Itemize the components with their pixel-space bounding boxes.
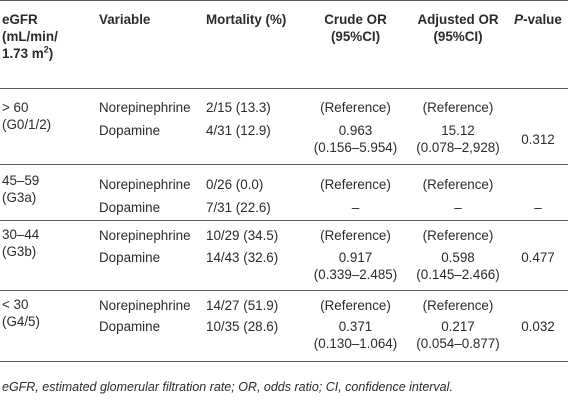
row-variable: Dopamine [99, 250, 161, 265]
row-variable: Norepinephrine [99, 100, 191, 115]
row-adjusted-or: (Reference) [422, 228, 494, 243]
row-mortality: 10/29 (34.5) [206, 228, 279, 243]
row-adjusted-or: (Reference) [422, 100, 494, 115]
header-crude-or: Crude OR (95%CI) [324, 12, 387, 44]
row-p-value: 0.477 [521, 250, 555, 265]
row-mortality: 2/15 (13.3) [206, 100, 271, 115]
group-egfr-label: 45–59 (G3a) [2, 173, 40, 205]
row-mortality: 10/35 (28.6) [206, 319, 279, 334]
header-variable: Variable [99, 12, 151, 27]
row-adjusted-or: 0.598 (0.145–2.466) [416, 250, 500, 282]
top-rule [0, 0, 568, 1]
group-egfr-label: 30–44 (G3b) [2, 227, 40, 259]
row-crude-or: (Reference) [320, 228, 391, 243]
row-mortality: 0/26 (0.0) [206, 177, 264, 192]
group-rule [0, 164, 568, 165]
row-crude-or: – [351, 200, 360, 215]
row-p-value: – [534, 200, 542, 215]
row-mortality: 14/43 (32.6) [206, 250, 279, 265]
row-p-value: 0.032 [521, 319, 555, 334]
row-adjusted-or: 15.12 (0.078–2,928) [416, 123, 500, 155]
row-crude-or: (Reference) [320, 100, 391, 115]
row-adjusted-or: – [454, 200, 462, 215]
group-rule [0, 290, 568, 291]
row-crude-or: (Reference) [320, 298, 391, 313]
row-adjusted-or: 0.217 (0.054–0.877) [416, 319, 500, 351]
header-p-value: P-value [514, 12, 562, 27]
row-variable: Dopamine [99, 123, 161, 138]
row-variable: Dopamine [99, 319, 161, 334]
row-adjusted-or: (Reference) [422, 177, 494, 192]
row-variable: Norepinephrine [99, 177, 191, 192]
row-crude-or: 0.371 (0.130–1.064) [313, 319, 398, 351]
header-adjusted-or: Adjusted OR (95%CI) [417, 12, 499, 44]
row-p-value: 0.312 [521, 132, 555, 147]
header-mortality: Mortality (%) [206, 12, 287, 27]
group-egfr-label: > 60 (G0/1/2) [2, 100, 52, 132]
row-variable: Dopamine [99, 200, 161, 215]
row-mortality: 4/31 (12.9) [206, 123, 271, 138]
group-egfr-label: < 30 (G4/5) [2, 297, 40, 329]
header-egfr: eGFR (mL/min/ 1.73 m2) [2, 12, 58, 61]
row-crude-or: 0.963 (0.156–5.954) [313, 123, 398, 155]
row-crude-or: 0.917 (0.339–2.485) [313, 250, 398, 282]
header-rule [0, 88, 568, 89]
bottom-rule [0, 361, 568, 362]
row-variable: Norepinephrine [99, 298, 191, 313]
row-crude-or: (Reference) [320, 177, 391, 192]
group-rule [0, 220, 568, 221]
row-mortality: 14/27 (51.9) [206, 298, 279, 313]
table-footnote: eGFR, estimated glomerular filtration ra… [2, 380, 453, 394]
row-adjusted-or: (Reference) [422, 298, 494, 313]
row-mortality: 7/31 (22.6) [206, 200, 271, 215]
row-variable: Norepinephrine [99, 228, 191, 243]
